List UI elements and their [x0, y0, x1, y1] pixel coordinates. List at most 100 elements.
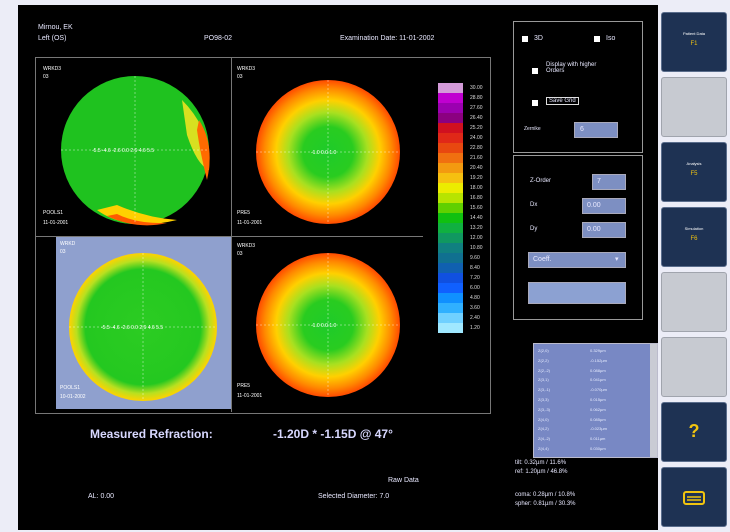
map-bottom-label: POOLS1	[43, 210, 64, 216]
wavefront-map-tl	[61, 76, 210, 226]
list-scrollbar[interactable]	[650, 344, 657, 457]
params-panel: Z-Order 7 Dx 0.00 Dy 0.00 Coeff. ▾	[513, 155, 643, 320]
patient-data-button[interactable]: Patient Data F1	[661, 12, 727, 72]
save-grid-checkbox[interactable]	[532, 100, 538, 106]
refraction-label: Measured Refraction:	[90, 427, 213, 441]
list-item[interactable]: Z(4,4) 0.030µm	[538, 446, 646, 455]
dx-field[interactable]: 0.00	[582, 198, 626, 214]
scale-swatch	[438, 113, 463, 123]
iso-label: Iso	[606, 35, 616, 42]
map-bottom-right[interactable]: WRKD3 03 PRE5 11-01-2001 -1.0 0.0 1.0	[233, 237, 423, 409]
list-item[interactable]: Z(3,-1) -0.070µm	[538, 387, 646, 396]
scale-swatch	[438, 313, 463, 323]
list-item-value: 0.041µm	[590, 377, 606, 383]
map-sublabel: 03	[43, 74, 49, 80]
list-item-value: 0.011µm	[590, 436, 606, 442]
list-item-value: 0.085µm	[590, 416, 606, 422]
list-item[interactable]: Z(4,-2) 0.011µm	[538, 436, 646, 445]
list-item-value: -0.152µm	[590, 357, 607, 363]
iso-checkbox[interactable]	[594, 36, 600, 42]
zernike-field[interactable]: 6	[574, 122, 618, 138]
patient-name: Mirnou, EK	[38, 24, 73, 31]
map-sublabel: 03	[60, 249, 66, 255]
maps-divider-v	[231, 57, 232, 412]
maps-divider-h	[35, 236, 423, 237]
map-sublabel: 03	[237, 74, 243, 80]
scale-value: 16.80	[470, 195, 483, 201]
maps-frame	[35, 57, 491, 414]
map-top-right[interactable]: WRKD3 03 PRE5 11-01-2001 -1.0 0.0 1.0	[233, 60, 423, 235]
scale-value: 6.00	[470, 285, 480, 291]
list-item[interactable]: Z(4,2) -0.023µm	[538, 426, 646, 435]
scale-value: 18.00	[470, 185, 483, 191]
dx-label: Dx	[530, 202, 538, 208]
ref-stat: ref: 1.20µm / 46.8%	[515, 469, 568, 475]
map-label: WRKD3	[237, 243, 256, 249]
scale-swatch	[438, 163, 463, 173]
patient-code: PO98-02	[204, 35, 233, 42]
list-item[interactable]: Z(2,-2) 0.088µm	[538, 368, 646, 377]
scale-value: 15.60	[470, 205, 483, 211]
scale-value: 14.40	[470, 215, 483, 221]
higher-orders-label: Display with higher Orders	[546, 62, 597, 74]
analysis-button[interactable]: Analysis F5	[661, 142, 727, 202]
map-bottom-label: PRE5	[237, 383, 251, 389]
scale-value: 9.60	[470, 255, 480, 261]
list-item[interactable]: Z(4,0) 0.085µm	[538, 417, 646, 426]
map-axis-values: -1.0 0.0 1.0	[311, 150, 337, 156]
scale-swatch	[438, 83, 463, 93]
list-item-term: Z(2,2)	[538, 357, 549, 363]
zernike-label: Zernike	[524, 126, 541, 132]
simulation-button[interactable]: Simulation F6	[661, 207, 727, 267]
list-item-term: Z(4,2)	[538, 426, 549, 432]
eye-side: Left (OS)	[38, 35, 67, 42]
zernike-list[interactable]: Z(2,0) 0.329µm Z(2,2) -0.152µm Z(2,-2) 0.088µ…	[533, 343, 658, 458]
list-item-term: Z(3,3)	[538, 397, 549, 402]
list-item-term: Z(2,0)	[538, 348, 549, 353]
map-date: 10-01-2002	[60, 394, 86, 400]
blank-button-3[interactable]	[661, 337, 727, 397]
map-bottom-left[interactable]: WRKD 03 POOLS1 10-01-2002 -5.5 -4.6 -2.6…	[56, 237, 231, 409]
scale-value: 22.80	[470, 145, 483, 151]
list-item-value: 0.015µm	[590, 397, 606, 402]
list-item[interactable]: Z(3,-3) 0.062µm	[538, 407, 646, 416]
scale-value: 7.20	[470, 275, 480, 281]
higher-orders-checkbox[interactable]	[532, 68, 538, 74]
list-item-term: Z(3,1)	[538, 377, 549, 383]
scale-swatch	[438, 103, 463, 113]
map-label: WRKD	[60, 241, 76, 247]
list-item-term: Z(4,0)	[538, 416, 549, 422]
help-button[interactable]: ?	[661, 402, 727, 462]
3d-checkbox[interactable]	[522, 36, 528, 42]
wavefront-map-bl	[69, 253, 217, 401]
list-item-value: 0.062µm	[590, 406, 606, 412]
list-item[interactable]: Z(3,1) 0.041µm	[538, 377, 646, 386]
map-top-left[interactable]: WRKD3 03 POOLS1 11-01-2001 -5.5 -4.6 -2.…	[37, 60, 227, 235]
scale-value: 13.20	[470, 225, 483, 231]
list-item[interactable]: Z(3,3) 0.015µm	[538, 397, 646, 406]
coeff-dropdown[interactable]: Coeff. ▾	[528, 252, 626, 268]
scale-value: 10.80	[470, 245, 483, 251]
main-screen: Mirnou, EK Left (OS) PO98-02 Examination…	[18, 5, 658, 530]
map-date: 11-01-2001	[237, 393, 263, 399]
scale-swatch	[438, 283, 463, 293]
list-item[interactable]: Z(2,2) -0.152µm	[538, 358, 646, 367]
print-button[interactable]	[661, 467, 727, 527]
action-button[interactable]	[528, 282, 626, 304]
list-item-value: 0.329µm	[590, 348, 606, 353]
save-grid-label[interactable]: Save Grid	[546, 97, 579, 105]
zorder-field[interactable]: 7	[592, 174, 626, 190]
blank-button-1[interactable]	[661, 77, 727, 137]
scale-swatch	[438, 143, 463, 153]
scale-value: 25.20	[470, 125, 483, 131]
wavefront-map-tr	[256, 80, 400, 224]
list-item-value: -0.070µm	[590, 387, 607, 393]
scale-swatch	[438, 123, 463, 133]
scale-swatch	[438, 253, 463, 263]
color-scale	[438, 83, 463, 333]
scale-value: 2.40	[470, 315, 480, 321]
list-item[interactable]: Z(2,0) 0.329µm	[538, 348, 646, 357]
blank-button-2[interactable]	[661, 272, 727, 332]
dy-field[interactable]: 0.00	[582, 222, 626, 238]
map-axis-values: -5.5 -4.6 -2.6 0.0 2.6 4.6 5.5	[101, 325, 163, 331]
